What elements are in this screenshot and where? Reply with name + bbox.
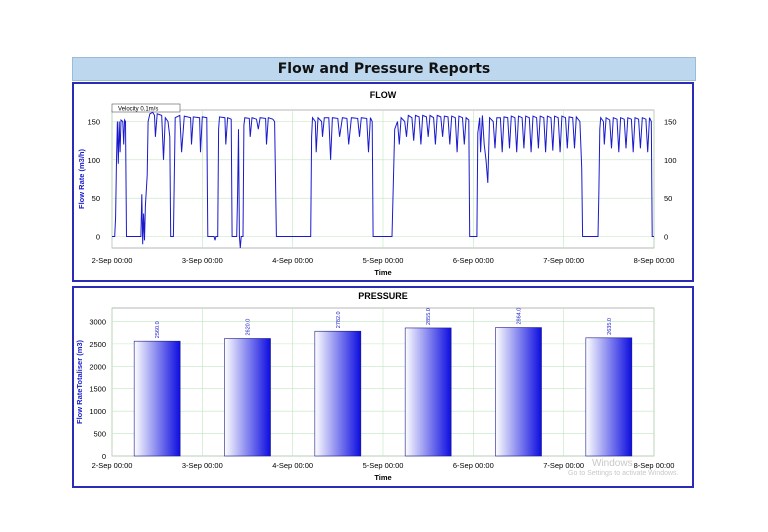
pressure-x-axis-label: Time	[374, 473, 391, 482]
flow-y-tick-label: 150	[87, 118, 100, 127]
flow-y-tick-label-right: 0	[664, 233, 668, 242]
flow-legend-label: Velocity 0.1m/s	[118, 107, 158, 113]
pressure-y-tick-label: 1000	[89, 407, 106, 416]
pressure-bar	[495, 327, 542, 457]
pressure-bar-data-label: 2560.0	[155, 321, 161, 338]
pressure-chart-panel: PRESSURE 2-Sep 00:00 3-Sep 00:00 4-Sep 00:0…	[72, 286, 694, 488]
pressure-x-tick-label: 6-Sep 00:00	[453, 461, 494, 470]
flow-legend: Velocity 0.1m/s	[111, 103, 181, 113]
pressure-chart-title: PRESSURE	[358, 291, 408, 301]
pressure-bar-data-label: 2864.0	[517, 308, 523, 325]
flow-x-axis-label: Time	[374, 268, 391, 277]
flow-y-tick-label: 0	[96, 233, 100, 242]
flow-x-tick-label: 4-Sep 00:00	[272, 256, 313, 265]
pressure-chart: PRESSURE 2-Sep 00:00 3-Sep 00:00 4-Sep 00:0…	[75, 291, 675, 482]
pressure-y-tick-label: 2000	[89, 362, 106, 371]
flow-chart-title: FLOW	[370, 90, 397, 100]
flow-chart: FLOW 2-Sep 00:00 3-Sep 00:00 4-Sep 00:00 5-S…	[77, 90, 677, 277]
pressure-y-tick-label: 500	[93, 430, 106, 439]
report-title-bar: Flow and Pressure Reports	[72, 57, 696, 81]
report-title: Flow and Pressure Reports	[277, 61, 491, 77]
pressure-bar	[404, 327, 452, 457]
pressure-y-tick-label: 2500	[89, 340, 106, 349]
pressure-y-tick-label: 3000	[89, 317, 106, 326]
pressure-y-tick-label: 1500	[89, 385, 106, 394]
pressure-bar	[224, 338, 271, 457]
pressure-x-tick-label: 8-Sep 00:00	[634, 461, 675, 470]
flow-chart-panel: FLOW 2-Sep 00:00 3-Sep 00:00 4-Sep 00:00 5-S…	[72, 82, 694, 282]
flow-series-line	[112, 111, 654, 249]
flow-y-tick-label-right: 100	[664, 156, 677, 165]
flow-y-axis-label: Flow Rate (m3/h)	[77, 149, 86, 210]
flow-legend-box	[111, 103, 181, 113]
flow-x-tick-label: 8-Sep 00:00	[634, 256, 675, 265]
flow-x-tick-label: 2-Sep 00:00	[92, 256, 133, 265]
pressure-bar-data-label: 2635.0	[607, 318, 613, 335]
pressure-x-tick-label: 4-Sep 00:00	[272, 461, 313, 470]
flow-y-tick-label: 100	[87, 156, 100, 165]
pressure-bar-data-label: 2620.0	[246, 319, 252, 336]
pressure-x-tick-label: 2-Sep 00:00	[92, 461, 133, 470]
flow-x-tick-label: 7-Sep 00:00	[543, 256, 584, 265]
flow-x-tick-label: 5-Sep 00:00	[363, 256, 404, 265]
flow-y-tick-label-right: 150	[664, 118, 677, 127]
pressure-bar	[314, 330, 362, 457]
pressure-bar-data-label: 2855.0	[426, 308, 432, 325]
flow-x-tick-label: 6-Sep 00:00	[453, 256, 494, 265]
pressure-bar	[133, 340, 181, 457]
flow-y-tick-label-right: 50	[664, 194, 672, 203]
pressure-x-tick-label: 3-Sep 00:00	[182, 461, 223, 470]
flow-y-tick-label: 50	[92, 194, 100, 203]
pressure-bar	[585, 337, 633, 457]
pressure-bar-data-label: 2782.0	[336, 311, 342, 328]
flow-x-tick-label: 3-Sep 00:00	[182, 256, 223, 265]
pressure-y-axis-label: Flow RateTotaliser (m3)	[75, 339, 84, 424]
pressure-x-tick-label: 5-Sep 00:00	[363, 461, 404, 470]
pressure-x-tick-label: 7-Sep 00:00	[543, 461, 584, 470]
pressure-y-tick-label: 0	[102, 452, 106, 461]
